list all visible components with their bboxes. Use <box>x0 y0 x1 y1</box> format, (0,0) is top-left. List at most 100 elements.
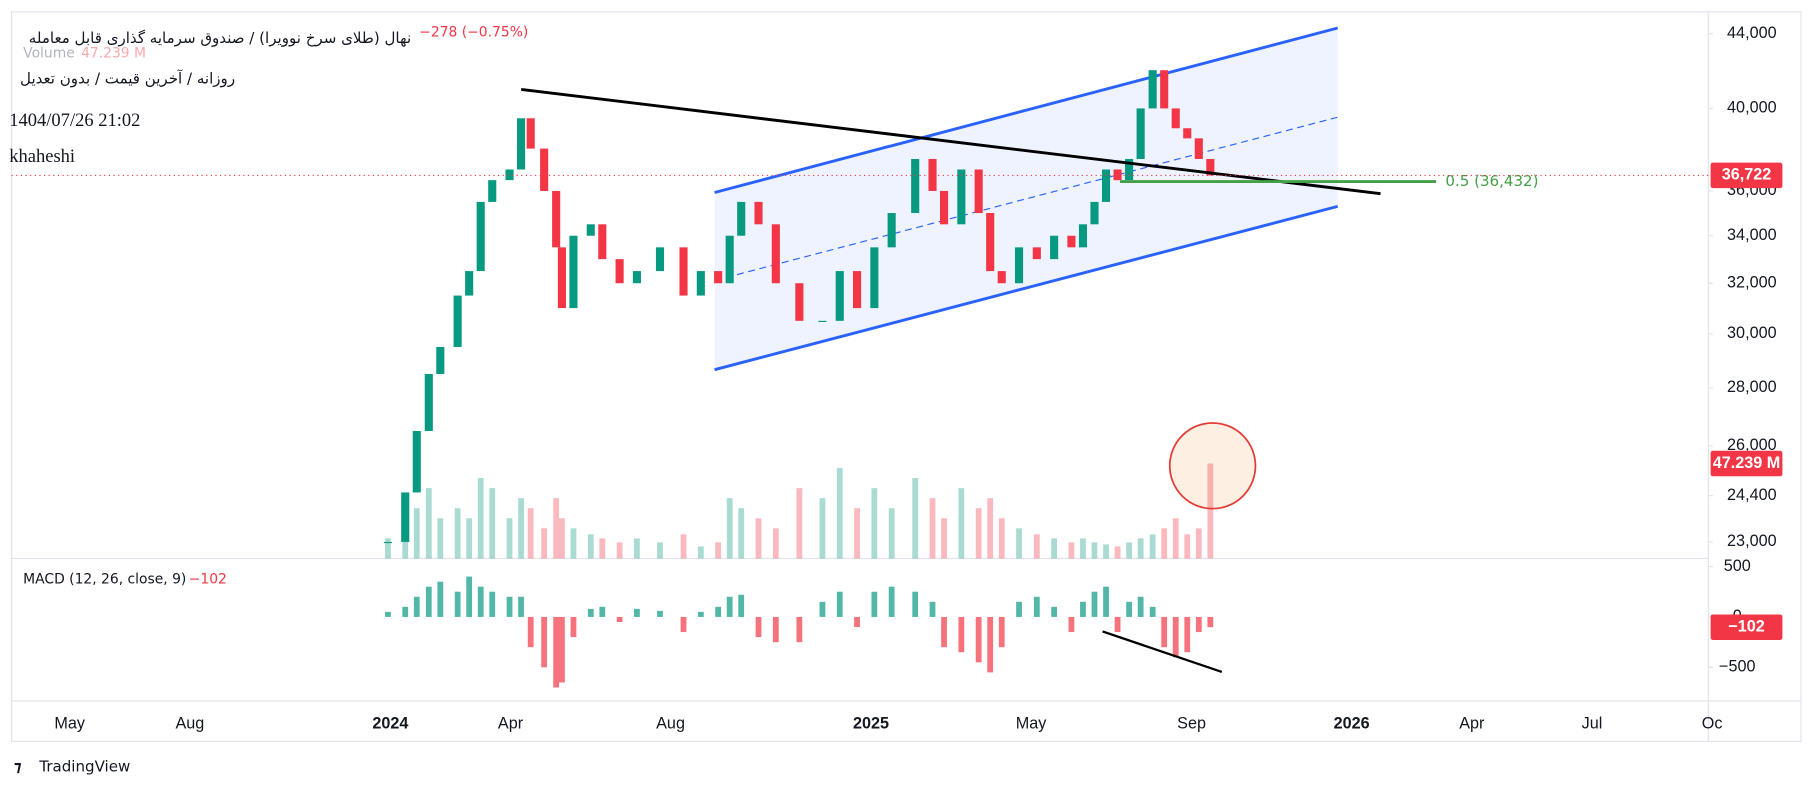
macd-bar <box>854 616 860 628</box>
macd-bar <box>738 594 745 617</box>
macd-bar <box>998 616 1005 648</box>
volume-bar <box>958 488 965 559</box>
macd-bar <box>518 596 524 617</box>
channel-lower <box>714 204 1339 372</box>
y-tick-label: 34,000 <box>1727 226 1777 244</box>
frame <box>11 11 1802 743</box>
candle <box>1136 108 1145 159</box>
volume-bar <box>1103 544 1109 559</box>
macd-bar <box>570 616 577 638</box>
candle <box>1183 128 1192 139</box>
volume-bar <box>489 488 496 559</box>
candle <box>1171 108 1180 129</box>
x-tick-label: Apr <box>1459 714 1485 732</box>
candle <box>714 271 723 284</box>
candle <box>401 492 410 542</box>
volume-bar <box>466 518 473 559</box>
macd-bar <box>772 616 779 643</box>
volume-bar <box>998 518 1005 559</box>
candle <box>1113 169 1122 181</box>
volume-bar <box>726 498 733 559</box>
macd-tick-label: 500 <box>1724 557 1751 575</box>
candle <box>957 169 966 225</box>
macd-bar <box>715 606 722 617</box>
volume-bar <box>1051 538 1058 559</box>
macd-bar <box>1114 616 1121 633</box>
volume-bar <box>680 534 687 559</box>
macd-bar <box>527 616 534 648</box>
macd-bar <box>929 601 936 617</box>
y-tick-label: 23,000 <box>1727 532 1777 550</box>
y-tick-label: 32,000 <box>1727 274 1777 292</box>
candle <box>1194 138 1203 159</box>
volume-bar <box>553 498 560 559</box>
volume-bar <box>1114 546 1121 559</box>
y-tick-label: 30,000 <box>1727 324 1777 342</box>
candle <box>870 247 879 309</box>
macd-bar <box>796 616 803 643</box>
candle <box>939 190 949 225</box>
macd-bar <box>437 581 444 617</box>
macd-bar <box>385 611 391 617</box>
candle <box>1078 224 1088 248</box>
candle <box>1032 247 1041 260</box>
last-price-label-box <box>1710 162 1783 189</box>
highlight-circle <box>1168 422 1257 510</box>
macd-bar <box>888 586 895 617</box>
x-tick-label: May <box>54 714 86 732</box>
volume-bar <box>634 538 640 559</box>
volume-bar <box>1137 538 1144 559</box>
volume-bar <box>616 542 623 559</box>
candle <box>1050 235 1059 260</box>
volume-bar <box>506 518 513 559</box>
candle <box>696 271 705 296</box>
macd-bar <box>541 616 548 668</box>
x-tick-label: May <box>1016 714 1048 732</box>
y-tick-label: 28,000 <box>1727 378 1777 396</box>
volume-bar <box>987 498 994 559</box>
volume-bar <box>657 542 663 559</box>
macd-bar <box>975 616 982 663</box>
macd-value: −102 <box>189 571 227 587</box>
candle <box>488 180 497 202</box>
candle <box>453 295 462 347</box>
macd-bar <box>836 591 843 617</box>
volume-bar <box>559 518 565 559</box>
candle <box>424 373 433 431</box>
candle <box>795 283 804 321</box>
volume-label-box <box>1710 450 1783 477</box>
volume-bar <box>599 538 606 559</box>
channel-mid <box>714 116 1338 282</box>
volume-bar <box>413 508 420 559</box>
volume-bar <box>437 518 444 559</box>
macd-bar <box>489 591 496 617</box>
volume-name: Volume <box>23 46 75 62</box>
candle <box>655 247 665 272</box>
y-tick-label: 24,400 <box>1727 486 1777 504</box>
candle <box>986 213 995 272</box>
macd-label-box <box>1710 614 1783 640</box>
volume-bar <box>477 478 484 559</box>
x-tick-label: Jul <box>1582 714 1603 732</box>
macd-bar <box>454 591 461 617</box>
volume-bar <box>385 538 391 559</box>
change: −278 (−0.75%) <box>419 25 528 41</box>
x-tick-label: Oc <box>1702 714 1723 732</box>
macd-bar <box>634 608 640 617</box>
volume-bar <box>518 498 524 559</box>
volume-bar <box>1172 518 1179 559</box>
macd-bar <box>1172 616 1179 658</box>
candle <box>383 541 392 544</box>
last-price-label: 36,722 <box>1722 166 1772 184</box>
candle <box>754 201 763 225</box>
volume-bar <box>1091 542 1098 559</box>
candle <box>679 247 688 296</box>
macd-bar <box>726 596 733 617</box>
macd-trendline <box>1102 630 1223 674</box>
y-tick-label: 26,000 <box>1727 436 1777 454</box>
macd-bar <box>1091 591 1098 617</box>
volume-bar <box>836 468 843 559</box>
macd-bar <box>599 606 606 617</box>
candle <box>887 213 896 248</box>
candle <box>436 346 445 374</box>
